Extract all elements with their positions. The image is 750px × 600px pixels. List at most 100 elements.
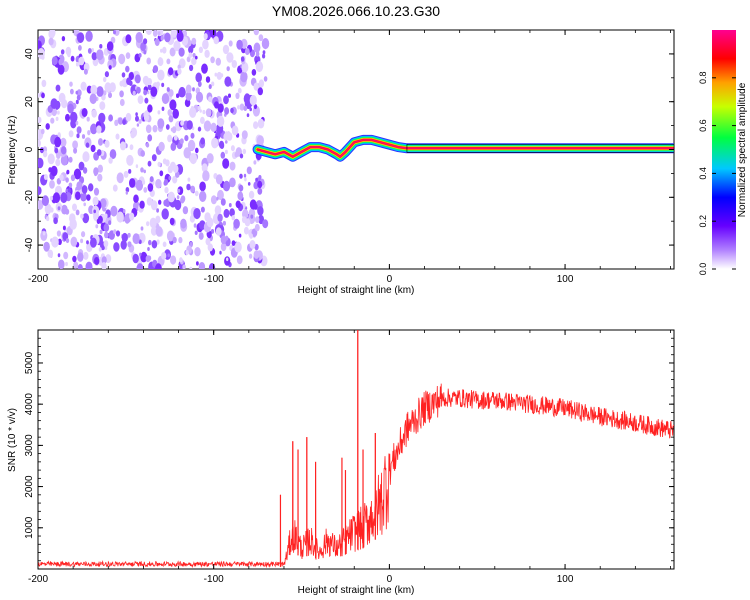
noise-blob <box>55 84 61 92</box>
noise-blob <box>168 115 174 123</box>
noise-blob <box>243 226 249 235</box>
noise-blob <box>263 76 268 82</box>
noise-blob <box>180 218 187 229</box>
noise-blob <box>234 241 242 253</box>
noise-blob <box>186 120 193 130</box>
noise-blob <box>197 81 202 87</box>
noise-blob <box>143 187 148 193</box>
noise-blob <box>253 30 259 36</box>
colorbar-tick-label: 0.6 <box>698 119 708 132</box>
noise-blob <box>247 182 251 186</box>
snr-y-label: SNR (10 * v/v) <box>7 408 18 472</box>
noise-blob <box>163 180 167 186</box>
noise-blob <box>194 230 198 235</box>
noise-blob <box>237 105 241 110</box>
noise-blob <box>217 213 223 222</box>
noise-blob <box>137 95 144 104</box>
noise-blob <box>177 68 182 75</box>
noise-blob <box>238 184 244 192</box>
noise-blob <box>229 161 236 171</box>
noise-blob <box>140 251 148 263</box>
noise-blob <box>165 124 170 130</box>
noise-blob <box>86 240 89 245</box>
noise-blob <box>155 263 162 269</box>
noise-blob <box>189 64 194 72</box>
noise-blob <box>61 36 66 42</box>
noise-blob <box>176 195 180 200</box>
noise-blob <box>38 157 44 169</box>
noise-blob <box>67 188 71 193</box>
noise-blob <box>187 177 191 182</box>
noise-blob <box>55 158 61 167</box>
noise-blob <box>63 157 67 163</box>
noise-blob <box>172 175 178 184</box>
noise-blob <box>199 109 202 113</box>
noise-blob <box>62 225 66 231</box>
noise-blob <box>87 48 92 54</box>
noise-blob <box>39 147 44 154</box>
noise-blob <box>186 183 191 191</box>
noise-blob <box>230 145 235 152</box>
noise-blob <box>155 178 162 189</box>
noise-blob <box>58 259 65 269</box>
noise-blob <box>80 191 87 202</box>
noise-blob <box>152 30 158 37</box>
noise-blob <box>237 191 244 201</box>
noise-blob <box>112 184 118 192</box>
noise-blob <box>231 125 239 136</box>
noise-blob <box>128 212 135 221</box>
noise-blob <box>127 232 131 238</box>
noise-blob <box>78 45 82 51</box>
noise-blob <box>57 206 61 211</box>
noise-blob <box>147 183 154 192</box>
noise-blob <box>140 42 147 52</box>
noise-blob <box>98 112 106 124</box>
noise-blob <box>161 252 167 260</box>
noise-blob <box>172 236 177 244</box>
noise-blob <box>174 199 182 211</box>
noise-blob <box>215 227 222 236</box>
noise-blob <box>38 93 40 98</box>
noise-blob <box>104 82 112 93</box>
noise-blob <box>193 223 197 228</box>
colorbar-tick-label: 0.0 <box>698 263 708 276</box>
noise-blob <box>69 81 73 87</box>
noise-blob <box>81 231 86 238</box>
noise-blob <box>170 127 174 132</box>
noise-blob <box>155 226 163 237</box>
noise-blob <box>128 169 132 174</box>
noise-blob <box>41 92 45 99</box>
noise-blob <box>173 40 181 52</box>
noise-blob <box>167 134 173 143</box>
noise-blob <box>110 205 118 217</box>
noise-blob <box>184 98 191 108</box>
noise-blob <box>38 186 42 195</box>
noise-blob <box>75 120 79 126</box>
noise-blob <box>214 205 222 216</box>
noise-blob <box>50 165 58 177</box>
noise-blob <box>135 179 144 191</box>
noise-blob <box>104 213 108 219</box>
noise-blob <box>80 238 84 244</box>
noise-blob <box>77 32 85 43</box>
noise-blob <box>178 86 186 98</box>
noise-blob <box>229 208 235 217</box>
noise-blob <box>157 57 164 67</box>
noise-blob <box>59 174 64 181</box>
noise-blob <box>99 198 107 209</box>
noise-blob <box>76 133 80 139</box>
noise-blob <box>215 57 221 66</box>
noise-blob <box>152 65 159 73</box>
noise-blob <box>72 140 78 149</box>
noise-blob <box>95 224 99 229</box>
noise-blob <box>113 229 117 235</box>
noise-blob <box>110 36 116 44</box>
noise-blob <box>201 63 208 74</box>
noise-blob <box>216 71 222 80</box>
noise-blob <box>143 38 148 45</box>
noise-blob <box>140 226 144 231</box>
noise-blob <box>57 253 61 258</box>
noise-blob <box>164 186 169 194</box>
noise-blob <box>143 113 150 122</box>
